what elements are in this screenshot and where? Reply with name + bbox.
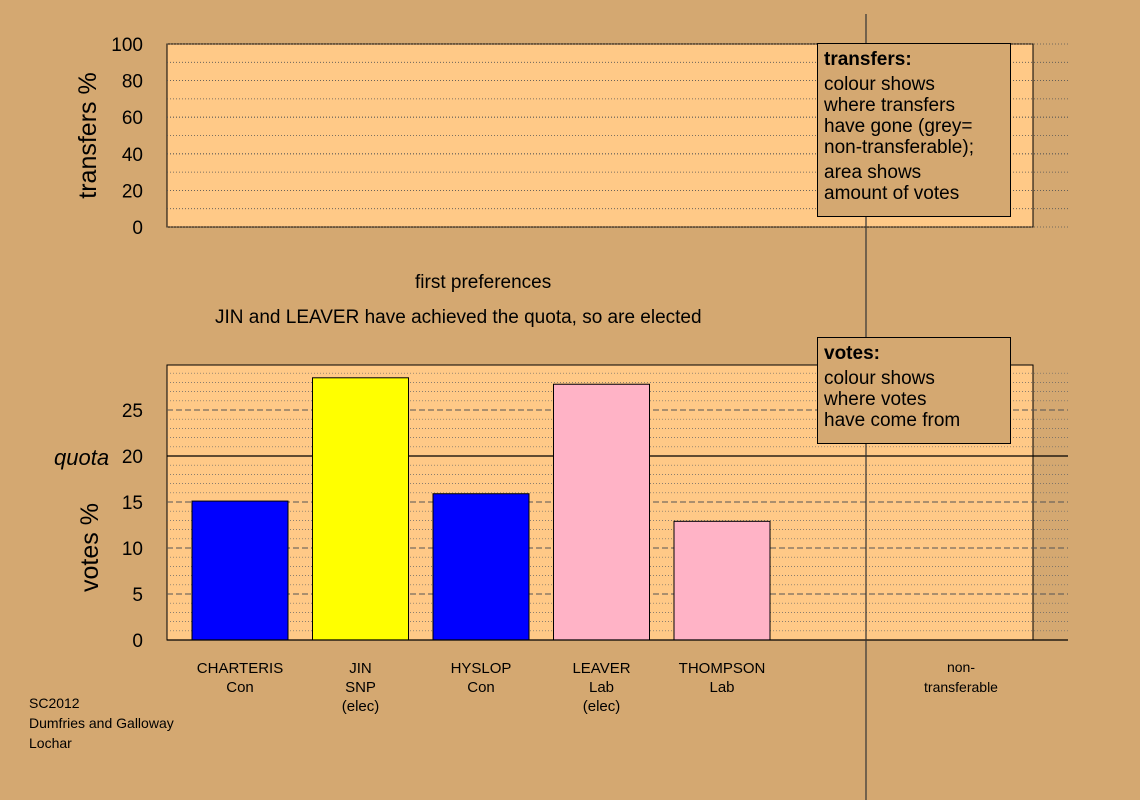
transfers-legend-line: have gone (grey=	[824, 116, 973, 137]
category-label: HYSLOP	[451, 660, 512, 677]
votes-legend-line: where votes	[824, 389, 927, 410]
votes-y-tick: 20	[122, 447, 143, 468]
votes-y-tick: 5	[132, 585, 143, 606]
votes-legend-line: have come from	[824, 410, 961, 431]
quota-label: quota	[54, 445, 109, 470]
category-label: JIN	[349, 660, 372, 677]
votes-y-tick: 10	[122, 539, 143, 560]
footer-ward: Lochar	[29, 735, 72, 751]
votes-y-axis-label: votes %	[76, 503, 104, 592]
transfers-y-tick: 40	[122, 145, 143, 166]
votes-legend-line: colour shows	[824, 368, 935, 389]
bar-hyslop	[432, 493, 530, 641]
party-label: Con	[226, 679, 254, 696]
bar-charteris	[191, 500, 289, 641]
party-label: Lab	[589, 679, 614, 696]
transfers-y-tick: 60	[122, 108, 143, 129]
transfers-legend-line: colour shows	[824, 74, 935, 95]
transfers-legend-title: transfers:	[824, 49, 912, 70]
category-label: CHARTERIS	[197, 660, 283, 677]
election-footer: SC2012 Dumfries and Galloway Lochar	[29, 693, 174, 753]
elected-note: (elec)	[583, 698, 621, 715]
votes-y-tick: 15	[122, 493, 143, 514]
transfers-legend-line: non-transferable);	[824, 137, 974, 158]
transfers-legend: transfers: colour shows where transfers …	[817, 43, 1011, 217]
elected-note: (elec)	[342, 698, 380, 715]
category-label: THOMPSON	[679, 660, 766, 677]
footer-election: SC2012	[29, 695, 80, 711]
votes-legend: votes: colour shows where votes have com…	[817, 337, 1011, 444]
nontransferable-label: non-	[947, 659, 975, 675]
party-label: Con	[467, 679, 495, 696]
party-label: Lab	[709, 679, 734, 696]
transfers-y-tick: 100	[111, 35, 143, 56]
transfers-legend-line: amount of votes	[824, 183, 960, 204]
votes-legend-title: votes:	[824, 343, 880, 364]
bar-thompson	[673, 520, 771, 641]
category-label: LEAVER	[572, 660, 630, 677]
stage-caption: first preferences	[415, 272, 552, 293]
footer-council: Dumfries and Galloway	[29, 715, 174, 731]
nontransferable-label: transferable	[924, 679, 998, 695]
transfers-y-tick: 0	[132, 218, 143, 239]
votes-y-tick: 0	[132, 631, 143, 652]
transfers-y-tick: 20	[122, 181, 143, 202]
transfers-legend-line: area shows	[824, 162, 922, 183]
votes-y-tick: 25	[122, 401, 143, 422]
party-label: SNP	[345, 679, 376, 696]
bar-leaver	[553, 383, 650, 641]
transfers-y-tick: 80	[122, 72, 143, 93]
transfers-legend-line: where transfers	[824, 95, 955, 116]
elected-caption: JIN and LEAVER have achieved the quota, …	[215, 307, 702, 328]
bar-jin	[312, 377, 409, 641]
transfers-y-axis-label: transfers %	[74, 72, 102, 198]
